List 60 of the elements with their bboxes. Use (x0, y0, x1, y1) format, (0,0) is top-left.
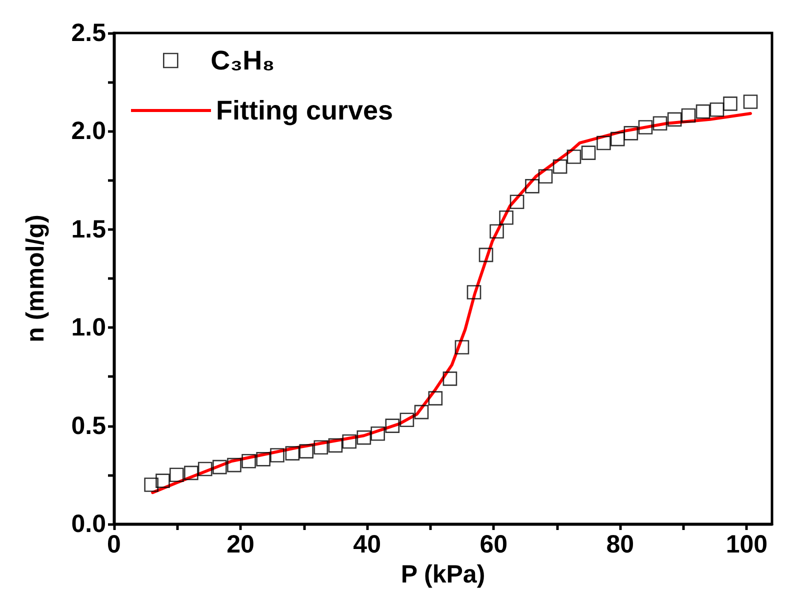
point (596, 136, 611, 150)
point (428, 391, 443, 406)
x-tick-label: 0 (107, 530, 121, 558)
point (624, 126, 638, 140)
text: 0.0 (71, 510, 106, 538)
point (723, 96, 738, 111)
point (538, 169, 553, 184)
point (681, 108, 696, 123)
y-tick-label: 1.0 (71, 314, 106, 342)
point (342, 434, 357, 449)
x-tick-label: 20 (226, 530, 254, 558)
point (454, 340, 470, 354)
point (227, 458, 242, 472)
point (212, 460, 227, 474)
point (581, 146, 596, 160)
point (442, 372, 458, 386)
y-tick-label: 2.5 (71, 19, 106, 47)
point (328, 438, 343, 453)
x-tick-label: 80 (606, 530, 634, 558)
point (169, 468, 184, 482)
x-axis-title: P (kPa) (400, 560, 486, 588)
y-tick-label: 1.5 (71, 215, 106, 244)
point (490, 224, 504, 239)
point (184, 466, 198, 480)
point (400, 412, 414, 428)
point (156, 474, 170, 488)
point (299, 444, 314, 458)
legend-label: Fitting curves (216, 96, 394, 126)
point (525, 179, 540, 194)
point (710, 102, 724, 117)
point (285, 446, 300, 460)
point (414, 404, 429, 420)
x-tick-label: 60 (480, 530, 508, 558)
x-tick-label: 40 (353, 530, 381, 558)
point (370, 426, 385, 441)
y-tick-label: 0.5 (71, 412, 106, 440)
point (510, 194, 524, 210)
y-tick-label: 2.0 (71, 117, 106, 146)
point (314, 440, 328, 455)
point (478, 248, 494, 262)
point (270, 448, 284, 462)
point (466, 285, 482, 300)
point (667, 112, 682, 127)
legend-label: C₃H₈ (210, 46, 275, 76)
point (385, 418, 400, 433)
point (144, 478, 158, 492)
point (652, 116, 668, 130)
point (198, 462, 212, 476)
x-tick-label: 100 (726, 530, 768, 558)
point (499, 210, 514, 225)
point (356, 430, 372, 445)
point (638, 120, 653, 134)
point (566, 150, 582, 164)
point (242, 454, 256, 468)
point (743, 94, 758, 109)
point (696, 104, 710, 119)
y-axis-title: n (mmol/g) (22, 214, 50, 342)
point (256, 452, 270, 466)
point (610, 132, 625, 146)
point (552, 159, 568, 174)
